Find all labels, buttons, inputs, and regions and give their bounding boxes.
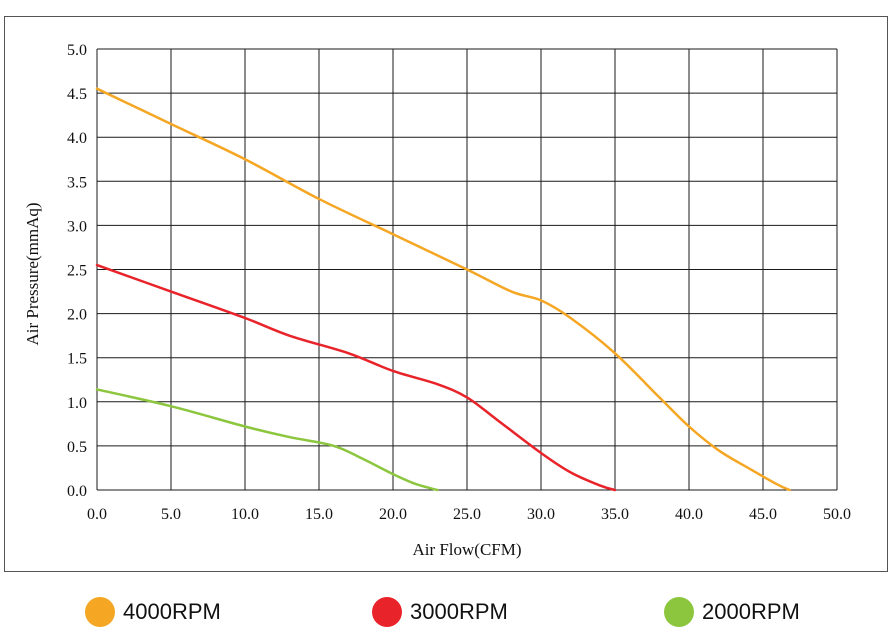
y-tick-label: 1.5 [67,351,87,368]
x-tick-label: 30.0 [527,506,555,523]
legend-label-3000rpm: 3000RPM [410,599,508,624]
x-tick-label: 35.0 [601,506,629,523]
y-tick-label: 1.0 [67,395,87,412]
y-tick-label: 2.5 [67,263,87,280]
legend-label-4000rpm: 4000RPM [123,599,221,624]
chart-frame: 0.0 5.0 10.0 15.0 20.0 25.0 30.0 35.0 40.0 45.0 50… [4,16,888,572]
y-axis-title: Air Pressure(mmAq) [23,202,42,345]
y-tick-label: 0.5 [67,439,87,456]
series-line-4000rpm [95,87,791,492]
legend-dot-4000rpm [85,597,115,627]
legend-item-3000rpm: 3000RPM [372,594,508,630]
x-axis-title: Air Flow(CFM) [412,540,521,559]
y-tick-label: 5.0 [67,42,87,59]
legend-dot-2000rpm [664,597,694,627]
y-tick-label: 4.5 [67,86,87,103]
series-line-3000rpm [95,263,617,492]
x-tick-label: 20.0 [379,506,407,523]
x-tick-label: 0.0 [87,506,107,523]
legend: 4000RPM 3000RPM 2000RPM [0,594,895,634]
x-tick-label: 5.0 [161,506,181,523]
legend-dot-3000rpm [372,597,402,627]
y-tick-label: 0.0 [67,483,87,500]
x-tick-label: 45.0 [749,506,777,523]
series-line-2000rpm [95,388,439,492]
x-tick-label: 25.0 [453,506,481,523]
legend-label-2000rpm: 2000RPM [702,599,800,624]
chart-plot: 0.0 5.0 10.0 15.0 20.0 25.0 30.0 35.0 40.0 45.0 50… [23,42,851,559]
x-tick-label: 50.0 [823,506,851,523]
x-tick-label: 15.0 [305,506,333,523]
legend-item-4000rpm: 4000RPM [85,594,221,630]
y-tick-label: 2.0 [67,307,87,324]
x-tick-label: 40.0 [675,506,703,523]
y-tick-label: 4.0 [67,130,87,147]
y-tick-label: 3.0 [67,218,87,235]
legend-item-2000rpm: 2000RPM [664,594,800,630]
x-tick-label: 10.0 [231,506,259,523]
y-tick-label: 3.5 [67,174,87,191]
